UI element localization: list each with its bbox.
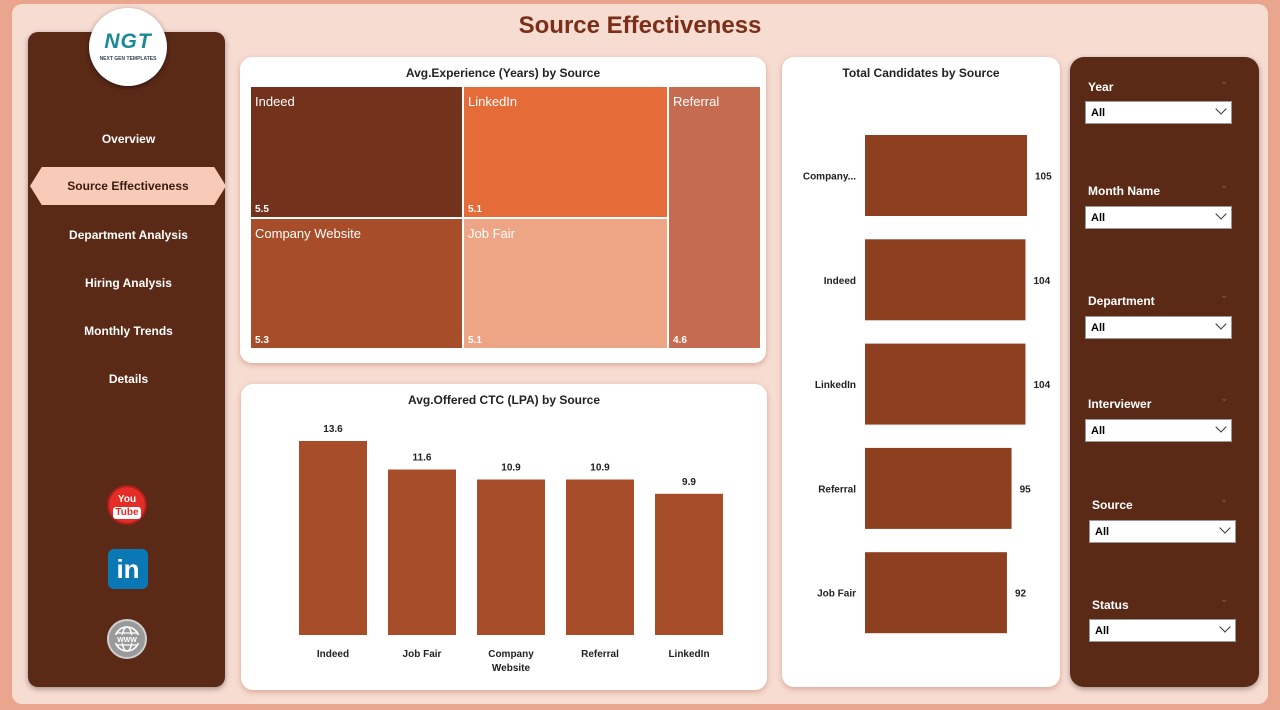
filter-collapse-chevron-icon[interactable]: ⌄	[1220, 290, 1229, 301]
candidates-data-label: 95	[1020, 484, 1032, 495]
website-globe-icon[interactable]: WWW	[107, 619, 147, 659]
candidates-bar-chart: 105 Company... 104 Indeed 104 LinkedIn 95 Refer…	[803, 135, 1052, 634]
ctc-bar[interactable]	[477, 479, 545, 635]
treemap-tile-value: 5.5	[255, 204, 269, 215]
treemap-tile-value: 4.6	[673, 335, 687, 346]
chevron-down-icon	[1219, 522, 1231, 534]
filter-selected-value: All	[1095, 526, 1110, 538]
filter-collapse-chevron-icon[interactable]: ⌄	[1220, 393, 1229, 404]
filter-select-month-name[interactable]: All	[1085, 206, 1232, 229]
filter-label-source: Source	[1092, 498, 1133, 512]
treemap-tile-label: Job Fair	[468, 226, 515, 241]
chevron-down-icon	[1215, 318, 1227, 330]
filter-label-status: Status	[1092, 598, 1129, 612]
ctc-data-label: 13.6	[323, 424, 343, 435]
filter-selected-value: All	[1091, 322, 1106, 334]
treemap-tile-value: 5.1	[468, 335, 482, 346]
ctc-category-label: Referral	[581, 649, 619, 660]
candidates-data-label: 105	[1035, 172, 1052, 183]
filter-collapse-chevron-icon[interactable]: ⌄	[1220, 76, 1229, 87]
filter-collapse-chevron-icon[interactable]: ⌄	[1220, 494, 1229, 505]
ctc-category-label: LinkedIn	[668, 649, 709, 660]
treemap-tile-indeed[interactable]: Indeed 5.5	[250, 86, 463, 218]
candidates-bar[interactable]	[865, 447, 1012, 529]
candidates-category-label: Company...	[803, 172, 856, 183]
treemap-tile-value: 5.1	[468, 204, 482, 215]
youtube-icon-bottom: Tube	[113, 507, 141, 519]
logo: NGT NEXT GEN TEMPLATES	[89, 8, 167, 86]
filter-label-department: Department	[1088, 294, 1155, 308]
candidates-data-label: 92	[1015, 589, 1027, 600]
filter-select-department[interactable]: All	[1085, 316, 1232, 339]
filter-selected-value: All	[1091, 425, 1106, 437]
ctc-bar-chart: 13.6 Indeed 11.6 Job Fair 10.9 Company Website…	[299, 424, 723, 674]
nav-item-details[interactable]: Details	[108, 372, 149, 386]
ctc-category-label: Job Fair	[403, 649, 442, 660]
candidates-category-label: Referral	[818, 484, 856, 495]
nav-item-monthly-trends[interactable]: Monthly Trends	[84, 324, 173, 338]
candidates-chart-title: Total Candidates by Source	[842, 66, 1000, 80]
linkedin-icon[interactable]: in	[108, 549, 148, 589]
logo-text: NGT	[104, 30, 152, 53]
filter-selected-value: All	[1091, 107, 1106, 119]
ctc-bar[interactable]	[566, 479, 634, 635]
filter-select-status[interactable]: All	[1089, 619, 1236, 642]
treemap-tile-label: Indeed	[255, 94, 295, 109]
treemap-tile-company-website[interactable]: Company Website 5.3	[250, 218, 463, 349]
treemap-tile-linkedin[interactable]: LinkedIn 5.1	[463, 86, 668, 218]
treemap-tile-value: 5.3	[255, 335, 269, 346]
ctc-data-label: 11.6	[413, 453, 432, 464]
candidates-category-label: Indeed	[824, 276, 856, 287]
treemap-tile-referral[interactable]: Referral 4.6	[668, 86, 761, 349]
ctc-bar[interactable]	[299, 441, 367, 635]
filter-collapse-chevron-icon[interactable]: ⌄	[1220, 594, 1229, 605]
candidates-category-label: Job Fair	[817, 589, 856, 600]
ctc-bar[interactable]	[655, 493, 723, 635]
ctc-chart-title: Avg.Offered CTC (LPA) by Source	[407, 393, 601, 407]
ctc-category-label: Website	[492, 663, 531, 674]
logo-subtext: NEXT GEN TEMPLATES	[99, 56, 157, 62]
filter-label-interviewer: Interviewer	[1088, 397, 1152, 411]
nav-item-overview[interactable]: Overview	[101, 132, 156, 146]
ctc-data-label: 10.9	[501, 463, 521, 474]
candidates-bar[interactable]	[865, 552, 1007, 634]
page-title: Source Effectiveness	[518, 12, 762, 39]
candidates-bar[interactable]	[865, 343, 1026, 425]
chevron-down-icon	[1215, 421, 1227, 433]
nav-item-hiring-analysis[interactable]: Hiring Analysis	[85, 276, 172, 290]
filter-label-month-name: Month Name	[1088, 184, 1160, 198]
filter-selected-value: All	[1091, 212, 1106, 224]
treemap-title: Avg.Experience (Years) by Source	[405, 66, 601, 80]
filter-label-year: Year	[1088, 80, 1114, 94]
svg-text:WWW: WWW	[117, 637, 137, 644]
filter-select-source[interactable]: All	[1089, 520, 1236, 543]
filter-selected-value: All	[1095, 625, 1110, 637]
ctc-bar[interactable]	[388, 469, 456, 635]
nav-item-department-analysis[interactable]: Department Analysis	[69, 228, 188, 242]
nav-item-source-effectiveness[interactable]: Source Effectiveness	[30, 167, 226, 205]
youtube-icon[interactable]: You Tube	[107, 485, 147, 525]
filter-panel	[1070, 57, 1259, 687]
ctc-data-label: 10.9	[590, 463, 610, 474]
candidates-data-label: 104	[1033, 380, 1050, 391]
filter-select-year[interactable]: All	[1085, 101, 1232, 124]
filter-collapse-chevron-icon[interactable]: ⌄	[1220, 180, 1229, 191]
filter-select-interviewer[interactable]: All	[1085, 419, 1232, 442]
candidates-bar[interactable]	[865, 135, 1027, 216]
candidates-data-label: 104	[1033, 276, 1050, 287]
chevron-down-icon	[1215, 208, 1227, 220]
ctc-category-label: Indeed	[317, 649, 349, 660]
candidates-category-label: LinkedIn	[815, 380, 856, 391]
treemap-tile-label: Referral	[673, 94, 720, 109]
treemap-tile-label: Company Website	[255, 226, 361, 241]
chevron-down-icon	[1215, 103, 1227, 115]
ctc-category-label: Company	[488, 649, 534, 660]
treemap-tile-label: LinkedIn	[468, 94, 518, 109]
chevron-down-icon	[1219, 621, 1231, 633]
treemap-tile-job-fair[interactable]: Job Fair 5.1	[463, 218, 668, 349]
candidates-bar[interactable]	[865, 239, 1026, 321]
youtube-icon-top: You	[117, 494, 137, 505]
ctc-data-label: 9.9	[682, 477, 696, 488]
